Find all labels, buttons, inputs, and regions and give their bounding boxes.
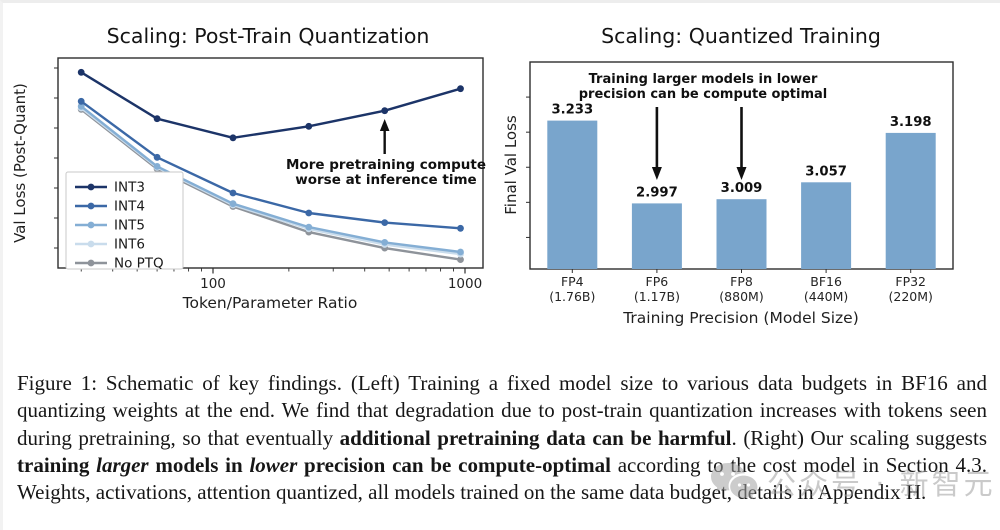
charts-row: Scaling: Post-Train Quantization Val Loss… — [3, 3, 1000, 335]
bar-category-label: FP6 — [646, 274, 669, 289]
bar-value-label: 3.057 — [805, 164, 847, 179]
bar-value-label: 3.198 — [890, 115, 932, 130]
left-x-tick-label: 100 — [200, 276, 226, 292]
right-chart-title: Scaling: Quantized Training — [601, 24, 881, 48]
left-chart-title: Scaling: Post-Train Quantization — [107, 24, 430, 48]
left-axes-ticks — [54, 67, 466, 274]
bar-size-label: (880M) — [719, 289, 763, 304]
legend-label: No PTQ — [114, 256, 164, 272]
svg-text:precision can be compute optim: precision can be compute optimal — [579, 87, 828, 102]
caption-segment: training — [17, 452, 97, 477]
bar-value-label: 2.997 — [636, 185, 678, 200]
series-line-int5 — [80, 105, 461, 254]
caption-segment: . (Right) Our scaling suggests — [731, 425, 988, 450]
svg-text:worse at inference time: worse at inference time — [295, 172, 476, 188]
left-chart: Scaling: Post-Train Quantization Val Loss… — [3, 3, 503, 335]
bar-bf16 — [801, 182, 852, 269]
right-chart-svg: Scaling: Quantized Training Final Val Los… — [503, 24, 954, 327]
caption-segment: additional pretraining data can be harmf… — [339, 425, 732, 450]
caption-segment: Figure 1: Schematic of key findings. (Le… — [17, 371, 987, 450]
bar-category-label: BF16 — [810, 274, 842, 289]
legend-label: INT6 — [114, 237, 145, 253]
bar-size-label: (1.76B) — [549, 289, 595, 304]
caption-segment: models in — [148, 452, 250, 477]
bars — [547, 120, 936, 269]
bar-size-label: (220M) — [888, 289, 932, 304]
bar-size-label: (1.17B) — [634, 289, 680, 304]
left-x-tick-label: 1000 — [448, 276, 482, 292]
right-chart: Scaling: Quantized Training Final Val Los… — [503, 3, 1000, 335]
bar-category-label: FP8 — [730, 274, 753, 289]
series-line-int3 — [80, 71, 461, 140]
caption-segment: lower — [249, 452, 298, 477]
legend: INT3 INT4 INT5 INT6 No PTQ — [65, 171, 184, 272]
bar-fp8 — [716, 199, 767, 269]
right-annotation: Training larger models in lowerprecision… — [579, 72, 828, 180]
bar-fp4 — [547, 120, 598, 269]
bar-category-label: FP4 — [561, 274, 584, 289]
bar-category-label: FP32 — [895, 274, 926, 289]
caption-segment: according to the cost model in Section 4… — [17, 452, 988, 505]
bar-value-label: 3.009 — [721, 181, 763, 196]
svg-text:Training larger models in lowe: Training larger models in lower — [589, 72, 818, 87]
right-axes-ticks — [526, 96, 912, 273]
legend-label: INT4 — [114, 199, 145, 215]
left-series — [77, 68, 464, 263]
bar-fp6 — [631, 203, 682, 269]
right-y-axis-label: Final Val Loss — [503, 115, 520, 215]
right-x-axis-label: Training Precision (Model Size) — [622, 309, 859, 327]
bar-value-label: 3.233 — [551, 103, 593, 118]
bar-size-label: (440M) — [804, 289, 848, 304]
caption-segment: precision can be compute-optimal — [297, 452, 611, 477]
bar-fp32 — [885, 132, 936, 269]
legend-label: INT5 — [114, 218, 145, 234]
caption-segment: larger — [96, 452, 149, 477]
left-chart-svg: Scaling: Post-Train Quantization Val Loss… — [11, 24, 486, 312]
svg-text:More pretraining compute: More pretraining compute — [286, 157, 486, 173]
left-x-axis-label: Token/Parameter Ratio — [182, 294, 358, 312]
series-line-int4 — [80, 100, 461, 230]
left-y-axis-label: Val Loss (Post-Quant) — [11, 83, 29, 243]
figure-caption: Figure 1: Schematic of key findings. (Le… — [17, 370, 987, 506]
legend-label: INT3 — [114, 180, 145, 196]
